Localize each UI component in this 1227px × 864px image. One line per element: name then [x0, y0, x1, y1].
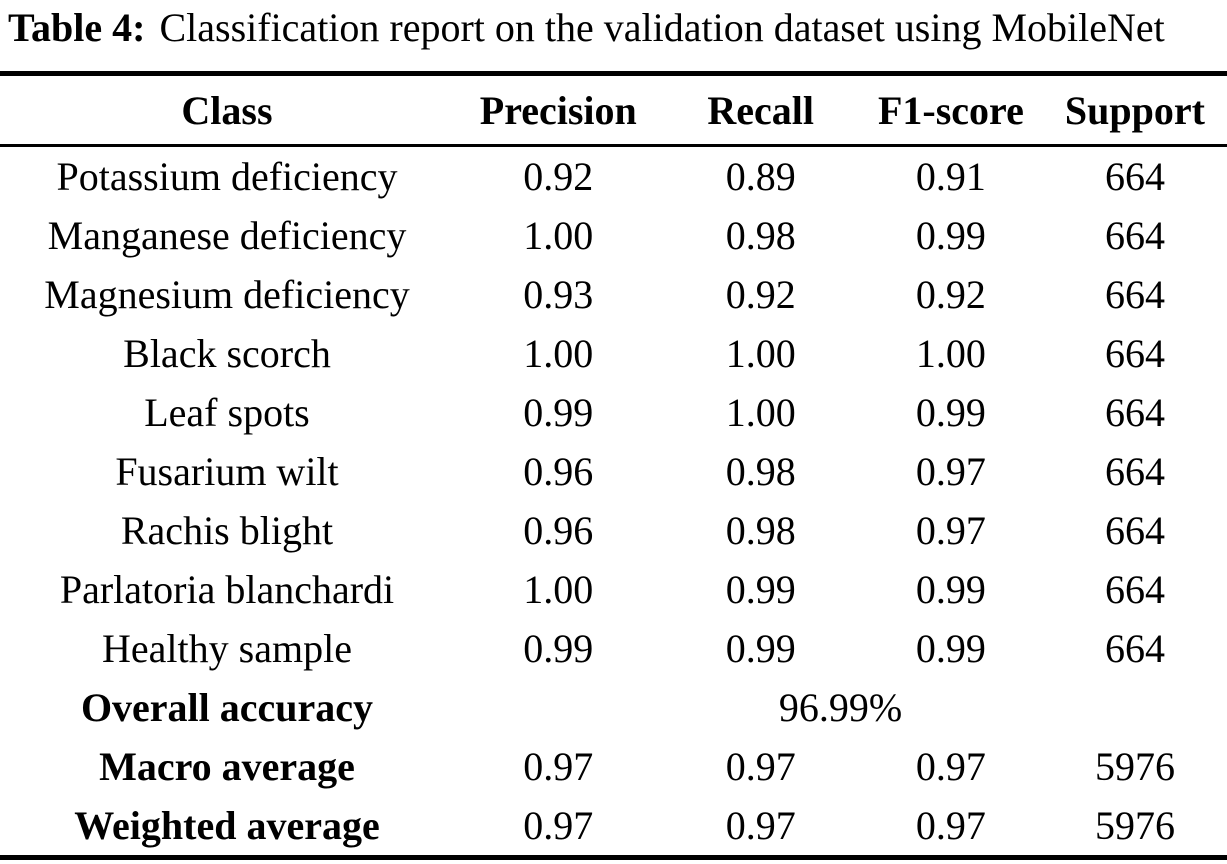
col-header-precision: Precision: [453, 73, 663, 148]
class-cell: Healthy sample: [102, 626, 352, 672]
table-row: Parlatoria blanchardi 1.00 0.99 0.99 664: [0, 560, 1227, 619]
table-row: Rachis blight 0.96 0.98 0.97 664: [0, 501, 1227, 560]
value-cell: 0.99: [725, 626, 796, 672]
class-cell: Weighted average: [74, 803, 380, 849]
table-row: Fusarium wilt 0.96 0.98 0.97 664: [0, 442, 1227, 501]
value-cell: 0.97: [725, 744, 796, 790]
value-cell: 1.00: [725, 331, 796, 377]
overall-accuracy-label: Overall accuracy: [80, 685, 374, 731]
class-cell: Leaf spots: [144, 390, 310, 436]
value-cell: 0.97: [523, 744, 594, 790]
value-cell: 664: [1104, 154, 1165, 200]
class-cell: Rachis blight: [120, 508, 334, 554]
table-row: Healthy sample 0.99 0.99 0.99 664: [0, 619, 1227, 678]
value-cell: 5976: [1094, 744, 1175, 790]
value-cell: 0.97: [915, 744, 986, 790]
table-body: Potassium deficiency 0.92 0.89 0.91 664 Manga…: [0, 146, 1227, 679]
col-header-class: Class: [0, 73, 454, 148]
value-cell: 0.89: [725, 154, 796, 200]
value-cell: 0.97: [915, 508, 986, 554]
value-cell: 664: [1104, 331, 1165, 377]
value-cell: 664: [1104, 272, 1165, 318]
value-cell: 0.99: [523, 390, 594, 436]
value-cell: 664: [1104, 213, 1165, 259]
value-cell: 1.00: [915, 331, 986, 377]
header-row: Class Precision Recall F1-score Support: [0, 73, 1227, 148]
table-row: Leaf spots 0.99 1.00 0.99 664: [0, 383, 1227, 442]
value-cell: 664: [1104, 390, 1165, 436]
value-cell: 0.97: [523, 803, 594, 849]
class-cell: Manganese deficiency: [47, 213, 407, 259]
value-cell: 0.97: [915, 803, 986, 849]
table-caption: Table 4: Classification report on the val…: [0, 0, 1227, 51]
value-cell: 0.99: [915, 213, 986, 259]
table-row: Black scorch 1.00 1.00 1.00 664: [0, 324, 1227, 383]
value-cell: 0.91: [915, 154, 986, 200]
value-cell: 0.93: [523, 272, 594, 318]
value-cell: 0.97: [725, 803, 796, 849]
col-header-support: Support: [1042, 73, 1227, 148]
table-row: Potassium deficiency 0.92 0.89 0.91 664: [0, 146, 1227, 207]
col-header-recall: Recall: [662, 73, 859, 148]
overall-accuracy-value: 96.99%: [778, 685, 903, 731]
value-cell: 0.99: [915, 626, 986, 672]
value-cell: 664: [1104, 626, 1165, 672]
value-cell: 1.00: [523, 213, 594, 259]
value-cell: 0.99: [915, 390, 986, 436]
value-cell: 5976: [1094, 803, 1175, 849]
summary-body: Macro average 0.97 0.97 0.97 5976 Weighted av…: [0, 737, 1227, 858]
value-cell: 664: [1104, 508, 1165, 554]
overall-accuracy-row: Overall accuracy 96.99%: [0, 678, 1227, 737]
class-cell: Black scorch: [123, 331, 331, 377]
class-cell: Fusarium wilt: [115, 449, 339, 495]
class-cell: Magnesium deficiency: [44, 272, 410, 318]
value-cell: 0.96: [523, 508, 594, 554]
table-row: Manganese deficiency 1.00 0.98 0.99 664: [0, 206, 1227, 265]
value-cell: 0.97: [915, 449, 986, 495]
classification-report-table: Class Precision Recall F1-score Support …: [0, 71, 1227, 861]
value-cell: 0.98: [725, 449, 796, 495]
value-cell: 0.96: [523, 449, 594, 495]
table-caption-text: Classification report on the validation …: [159, 5, 1165, 50]
value-cell: 0.99: [725, 567, 796, 613]
value-cell: 0.98: [725, 213, 796, 259]
table-caption-label: Table 4:: [8, 5, 146, 50]
value-cell: 0.92: [915, 272, 986, 318]
class-cell: Potassium deficiency: [56, 154, 398, 200]
value-cell: 0.99: [915, 567, 986, 613]
col-header-f1-score: F1-score: [858, 73, 1043, 148]
value-cell: 0.98: [725, 508, 796, 554]
value-cell: 664: [1104, 567, 1165, 613]
table-row: Macro average 0.97 0.97 0.97 5976: [0, 737, 1227, 796]
value-cell: 0.99: [523, 626, 594, 672]
value-cell: 664: [1104, 449, 1165, 495]
value-cell: 0.92: [725, 272, 796, 318]
table-row: Magnesium deficiency 0.93 0.92 0.92 664: [0, 265, 1227, 324]
class-cell: Parlatoria blanchardi: [59, 567, 395, 613]
class-cell: Macro average: [99, 744, 355, 790]
value-cell: 0.92: [523, 154, 594, 200]
value-cell: 1.00: [523, 331, 594, 377]
overall-accuracy-body: Overall accuracy 96.99%: [0, 678, 1227, 737]
table-row: Weighted average 0.97 0.97 0.97 5976: [0, 796, 1227, 858]
value-cell: 1.00: [725, 390, 796, 436]
value-cell: 1.00: [523, 567, 594, 613]
